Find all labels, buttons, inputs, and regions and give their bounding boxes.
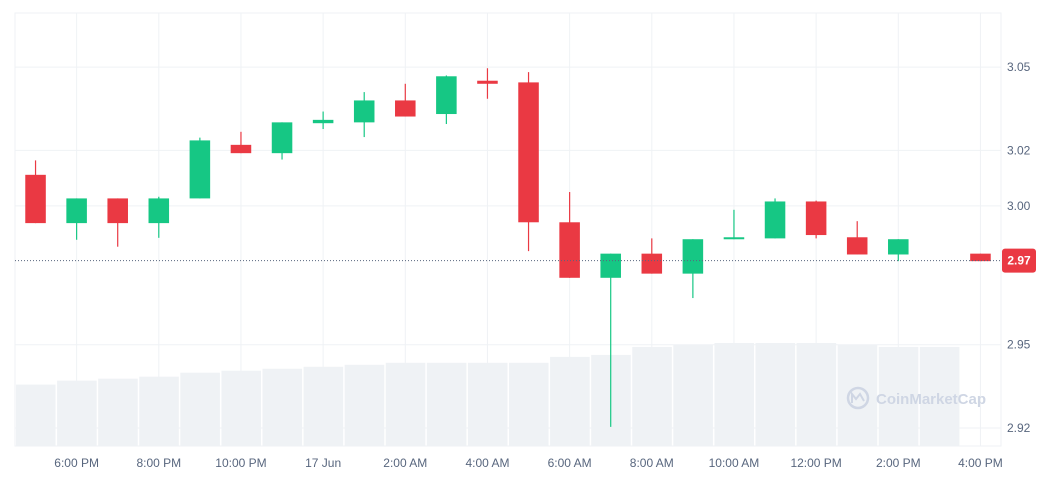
- candle-body: [312, 119, 334, 124]
- candle-up: [888, 239, 909, 262]
- candle-body: [271, 122, 293, 154]
- current-price-tag-bg: [1002, 248, 1036, 273]
- volume-bar: [139, 376, 179, 446]
- volume-bar: [467, 362, 508, 446]
- volume-bar: [57, 380, 97, 446]
- volume-bar: [632, 346, 672, 446]
- candle-body: [559, 222, 580, 278]
- x-tick-label: 2:00 PM: [876, 456, 921, 470]
- x-tick-label: 8:00 PM: [136, 456, 181, 470]
- candle-body: [148, 198, 170, 224]
- candle-body: [189, 140, 211, 199]
- candle-up: [723, 209, 745, 240]
- x-tick-label: 2:00 AM: [383, 456, 427, 470]
- candle-body: [107, 198, 128, 224]
- candle-down: [230, 131, 252, 154]
- volume-bar: [837, 344, 878, 446]
- x-tick-label: 17 Jun: [305, 456, 341, 470]
- candle-up: [436, 75, 457, 125]
- candle-up: [66, 198, 87, 240]
- candle-up: [682, 239, 704, 299]
- candle-body: [846, 237, 868, 255]
- candle-down: [641, 238, 663, 274]
- candle-down: [805, 200, 827, 239]
- volume-bar: [755, 343, 796, 446]
- volume-bar: [16, 384, 56, 446]
- candle-down: [970, 253, 991, 262]
- y-tick-label: 2.95: [1007, 338, 1031, 352]
- candle-body: [353, 100, 375, 123]
- volume-bar: [919, 346, 960, 446]
- x-axis-labels: 6:00 PM 8:00 PM 10:00 PM 17 Jun 2:00 AM 4:00 …: [54, 456, 1003, 470]
- candle-body: [764, 201, 786, 239]
- candle-down: [395, 83, 416, 117]
- candle-down: [107, 198, 128, 247]
- volume-bar: [714, 343, 754, 446]
- candles: [25, 68, 991, 427]
- candle-body: [600, 253, 621, 278]
- x-tick-label: 12:00 PM: [790, 456, 841, 470]
- candle-down: [518, 72, 539, 252]
- candle-up: [764, 198, 786, 239]
- candle-body: [518, 82, 539, 223]
- current-price-tag-label: 2.97: [1007, 254, 1031, 268]
- candle-body: [970, 253, 991, 262]
- candle-down: [559, 192, 580, 278]
- volume-bar: [344, 364, 385, 446]
- candle-body: [888, 239, 909, 255]
- candle-down: [846, 221, 868, 255]
- volume-bars: [16, 343, 960, 446]
- volume-bar: [509, 362, 549, 446]
- candle-down: [25, 160, 46, 224]
- current-price-tag: 2.97: [1002, 248, 1036, 273]
- volume-bar: [180, 372, 220, 446]
- volume-bar: [878, 346, 919, 446]
- volume-bar: [426, 362, 467, 446]
- volume-bar: [550, 356, 590, 446]
- volume-bar: [221, 370, 261, 446]
- candle-body: [395, 100, 416, 117]
- watermark: CoinMarketCap: [846, 386, 986, 410]
- y-tick-label: 3.05: [1007, 60, 1031, 74]
- candle-body: [66, 198, 87, 224]
- candle-body: [641, 253, 663, 274]
- candle-up: [271, 122, 293, 160]
- y-tick-label: 2.92: [1007, 421, 1031, 435]
- candle-body: [805, 201, 827, 236]
- candle-down: [477, 68, 498, 99]
- candle-up: [148, 196, 170, 238]
- x-tick-label: 6:00 AM: [548, 456, 592, 470]
- coinmarketcap-logo-icon: [846, 386, 870, 410]
- candle-up: [353, 92, 375, 138]
- volume-bar: [796, 343, 837, 446]
- candle-body: [477, 80, 498, 84]
- x-tick-label: 4:00 AM: [465, 456, 509, 470]
- x-tick-label: 10:00 PM: [215, 456, 266, 470]
- volume-bar: [262, 368, 303, 446]
- x-tick-label: 8:00 AM: [630, 456, 674, 470]
- volume-bar: [385, 362, 426, 446]
- volume-bar: [673, 344, 713, 446]
- candle-up: [600, 253, 621, 427]
- x-tick-label: 4:00 PM: [958, 456, 1003, 470]
- candle-body: [682, 239, 704, 274]
- volume-bar: [98, 378, 138, 446]
- watermark-brand-text: CoinMarketCap: [876, 391, 986, 408]
- candle-up: [312, 111, 334, 130]
- candle-body: [723, 237, 745, 240]
- y-tick-label: 3.00: [1007, 199, 1031, 213]
- candle-body: [25, 174, 46, 224]
- y-tick-label: 3.02: [1007, 143, 1031, 157]
- candle-body: [230, 144, 252, 154]
- x-tick-label: 10:00 AM: [709, 456, 760, 470]
- candle-body: [436, 76, 457, 115]
- plot-frame: [14, 12, 1002, 447]
- volume-bar: [303, 366, 344, 446]
- y-axis-labels: 2.92 2.95 3.00 3.02 3.05: [1007, 60, 1031, 435]
- x-tick-label: 6:00 PM: [54, 456, 99, 470]
- candle-up: [189, 137, 211, 199]
